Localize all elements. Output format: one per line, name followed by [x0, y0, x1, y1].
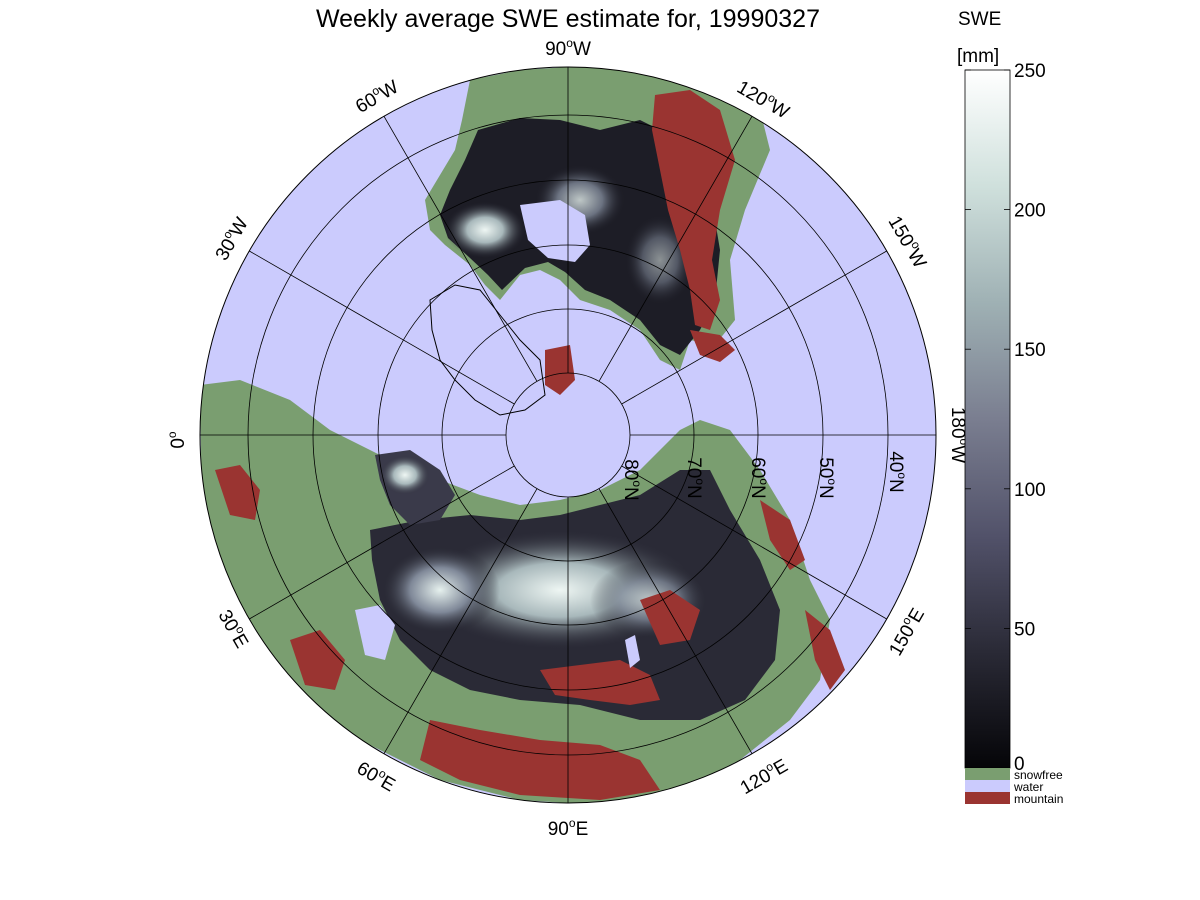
colorbar-tick-label: 150: [1014, 340, 1046, 361]
baikal-lake: [625, 635, 640, 668]
page-title: Weekly average SWE estimate for, 1999032…: [316, 5, 820, 33]
legend-swatch-water: [965, 780, 1010, 792]
scandinavia-snow-high: [380, 455, 430, 495]
map-border: [199, 66, 937, 804]
lat-label-80n: 80oN: [620, 459, 644, 501]
meridian-line: [621, 250, 887, 405]
kamchatka-mountains: [760, 500, 805, 570]
colorbar-ticks: 250 200 150 100 50 0: [965, 61, 1046, 775]
greenland-east-mountain: [545, 345, 575, 395]
colorbar-tick-label: 250: [1014, 61, 1046, 82]
lat-label-40n: 40oN: [885, 451, 909, 493]
central-asia-mountains: [540, 660, 660, 705]
greenland: [429, 284, 546, 416]
legend-swatch-snowfree: [965, 768, 1010, 780]
na-snow-high-east: [445, 202, 525, 258]
colorbar-tick-label: 50: [1014, 619, 1035, 640]
colorbar-tick-label: 200: [1014, 201, 1046, 222]
meridian-line: [383, 488, 538, 754]
colorbar-tick-label: 0: [1014, 754, 1025, 775]
lat-label-50n: 50oN: [815, 457, 839, 499]
meridian-line: [249, 465, 515, 620]
na-alaska-range: [690, 330, 735, 362]
meridian-line: [249, 250, 515, 405]
meridian-line: [598, 116, 753, 382]
japan-mountains: [805, 610, 845, 690]
map-disc: [200, 67, 936, 803]
colorbar-title-line2: [mm]: [957, 46, 999, 67]
legend-label-mountain: mountain: [1014, 792, 1063, 806]
meridian-line: [621, 465, 887, 620]
meridian-line: [383, 116, 538, 382]
legend-label-water: water: [1013, 780, 1043, 794]
caucasus-mountains: [290, 630, 345, 690]
west-siberia-snow: [380, 545, 500, 635]
tibet-mountains: [420, 720, 660, 800]
meridian-line: [598, 488, 753, 754]
graticule: [200, 67, 936, 803]
lon-label-90w: 90oW: [545, 36, 591, 60]
colorbar-tick-label: 100: [1014, 480, 1046, 501]
caspian-sea: [355, 605, 395, 660]
lon-label-120e: 120oE: [735, 753, 791, 799]
colorbar-scale: [964, 69, 1011, 769]
hudson-bay: [520, 200, 590, 262]
lon-label-90e: 90oE: [548, 816, 589, 840]
eurasia-landmass: [200, 380, 845, 803]
latitude-labels: 80oN 70oN 60oN 50oN 40oN: [620, 451, 909, 501]
lon-label-180w: 180oW: [947, 407, 971, 463]
lon-label-60e: 60oE: [353, 755, 400, 796]
lat-label-60n: 60oN: [747, 457, 771, 499]
legend-swatch-mountain: [965, 792, 1010, 804]
colorbar-title-line1: SWE: [958, 9, 1001, 30]
alps-mountains: [215, 465, 260, 520]
legend-label-snowfree: snowfree: [1014, 768, 1063, 782]
lat-label-70n: 70oN: [683, 457, 707, 499]
lon-label-0: 0o: [165, 431, 189, 449]
